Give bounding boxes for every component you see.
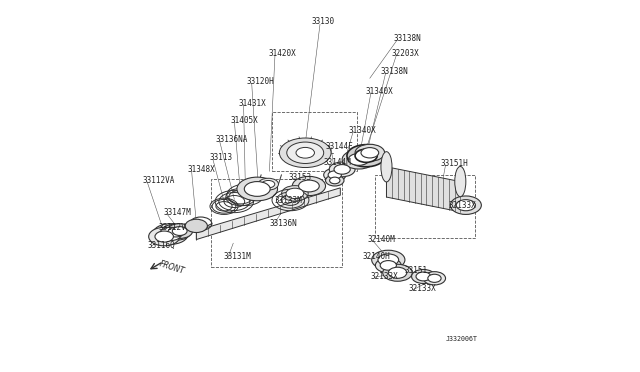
Ellipse shape	[168, 227, 184, 237]
Text: 33147M: 33147M	[163, 208, 191, 217]
Text: FRONT: FRONT	[158, 260, 186, 276]
Ellipse shape	[244, 182, 270, 196]
Ellipse shape	[282, 186, 308, 201]
Text: 31405X: 31405X	[230, 116, 259, 125]
Text: 32203X: 32203X	[392, 49, 419, 58]
Text: 33112V: 33112V	[158, 223, 186, 232]
Ellipse shape	[296, 147, 314, 158]
Ellipse shape	[388, 267, 407, 278]
Ellipse shape	[237, 177, 278, 201]
Ellipse shape	[334, 164, 350, 174]
Text: 33133M: 33133M	[275, 196, 303, 205]
Ellipse shape	[330, 177, 340, 184]
Ellipse shape	[159, 227, 182, 241]
Text: 31348X: 31348X	[187, 164, 215, 173]
Text: 31340X: 31340X	[366, 87, 394, 96]
Ellipse shape	[376, 258, 401, 273]
Ellipse shape	[456, 200, 476, 211]
Ellipse shape	[372, 250, 405, 269]
Text: 33131M: 33131M	[223, 252, 251, 262]
Text: 33138N: 33138N	[393, 34, 421, 43]
Ellipse shape	[428, 274, 441, 282]
Ellipse shape	[185, 219, 207, 232]
Ellipse shape	[172, 227, 187, 235]
Ellipse shape	[361, 148, 379, 158]
Ellipse shape	[378, 254, 399, 266]
Text: 33136NA: 33136NA	[216, 135, 248, 144]
Text: 33151H: 33151H	[440, 159, 468, 169]
Ellipse shape	[329, 162, 355, 177]
Ellipse shape	[355, 144, 385, 161]
Text: 31420X: 31420X	[268, 49, 296, 58]
Ellipse shape	[153, 224, 188, 244]
Ellipse shape	[380, 260, 396, 270]
Ellipse shape	[286, 188, 304, 199]
Ellipse shape	[451, 196, 481, 214]
Polygon shape	[387, 167, 460, 212]
Ellipse shape	[287, 142, 324, 163]
Ellipse shape	[324, 168, 346, 182]
Text: J332006T: J332006T	[445, 336, 477, 342]
Ellipse shape	[383, 264, 412, 281]
Text: 33113: 33113	[209, 153, 232, 163]
Ellipse shape	[148, 227, 180, 246]
Text: 33120H: 33120H	[246, 77, 274, 86]
Text: 33151: 33151	[405, 266, 428, 275]
Text: 33112VA: 33112VA	[143, 176, 175, 185]
Polygon shape	[196, 188, 340, 240]
Ellipse shape	[347, 145, 385, 167]
Ellipse shape	[167, 224, 193, 238]
Ellipse shape	[161, 224, 191, 240]
Ellipse shape	[424, 272, 445, 285]
Ellipse shape	[381, 152, 392, 182]
Text: 33116Q: 33116Q	[147, 241, 175, 250]
Ellipse shape	[355, 149, 377, 162]
Text: 33144F: 33144F	[326, 142, 354, 151]
Ellipse shape	[342, 150, 376, 169]
Text: 31340X: 31340X	[348, 126, 376, 135]
Ellipse shape	[455, 166, 466, 197]
Text: 32133X: 32133X	[408, 284, 436, 293]
Text: 33138N: 33138N	[381, 67, 409, 76]
Ellipse shape	[262, 180, 275, 188]
Ellipse shape	[326, 175, 344, 186]
Ellipse shape	[155, 231, 173, 242]
Ellipse shape	[292, 176, 326, 196]
Ellipse shape	[328, 171, 341, 179]
Text: 31431X: 31431X	[238, 99, 266, 108]
Ellipse shape	[348, 154, 369, 165]
Ellipse shape	[412, 269, 435, 283]
Ellipse shape	[258, 178, 278, 190]
Text: 32140M: 32140M	[367, 235, 395, 244]
Ellipse shape	[299, 180, 319, 192]
Text: 33130: 33130	[311, 17, 334, 26]
Ellipse shape	[280, 138, 331, 167]
Text: 33144M: 33144M	[324, 158, 351, 167]
Text: 32140H: 32140H	[363, 252, 390, 262]
Text: 33153: 33153	[289, 173, 312, 182]
Text: 33136N: 33136N	[269, 219, 297, 228]
Ellipse shape	[216, 202, 232, 211]
Ellipse shape	[416, 272, 431, 281]
Text: 32133X: 32133X	[449, 201, 476, 211]
Text: 32133X: 32133X	[370, 272, 398, 280]
